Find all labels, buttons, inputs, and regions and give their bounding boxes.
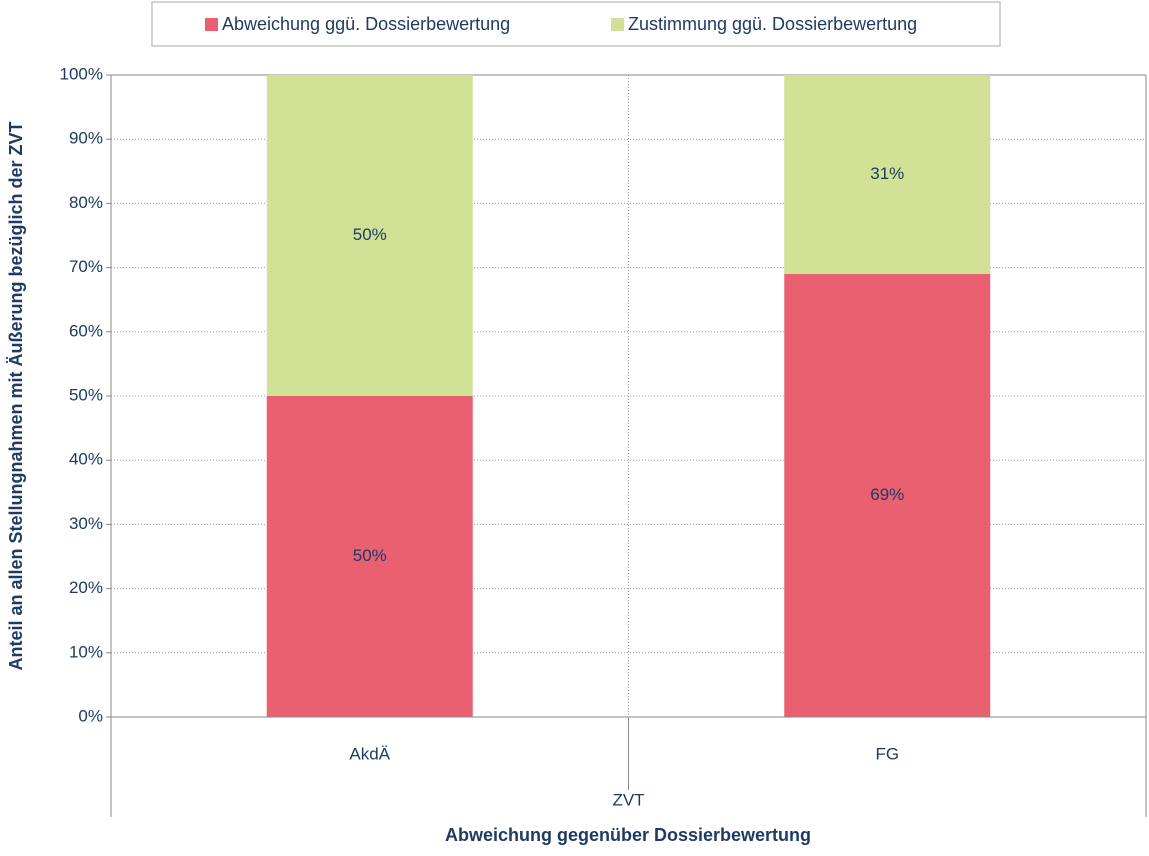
legend-label: Abweichung ggü. Dossierbewertung <box>222 14 510 34</box>
legend-swatch <box>611 18 624 31</box>
data-label: 50% <box>353 225 387 244</box>
y-tick-label: 30% <box>69 514 103 533</box>
y-tick-label: 40% <box>69 450 103 469</box>
bar <box>784 75 991 275</box>
data-label: 50% <box>353 546 387 565</box>
y-tick-label: 90% <box>69 129 103 148</box>
legend-swatch <box>205 18 218 31</box>
bar <box>266 396 473 717</box>
x-axis-title: Abweichung gegenüber Dossierbewertung <box>445 825 811 845</box>
legend-box <box>151 1 1001 47</box>
legend-label: Zustimmung ggü. Dossierbewertung <box>628 14 917 34</box>
y-tick-label: 10% <box>69 642 103 661</box>
y-tick-label: 0% <box>78 706 103 725</box>
y-tick-label: 100% <box>60 64 103 83</box>
y-tick-label: 50% <box>69 385 103 404</box>
y-tick-label: 70% <box>69 257 103 276</box>
x-tick-label: FG <box>875 744 899 763</box>
y-axis-title: Anteil an allen Stellungnahmen mit Äußer… <box>6 121 26 670</box>
data-label: 31% <box>870 164 904 183</box>
group-label: ZVT <box>612 790 644 809</box>
data-label: 69% <box>870 485 904 504</box>
y-tick-label: 80% <box>69 193 103 212</box>
y-tick-label: 60% <box>69 321 103 340</box>
y-tick-label: 20% <box>69 578 103 597</box>
bar <box>784 274 991 717</box>
bar <box>266 75 473 396</box>
x-tick-label: AkdÄ <box>349 744 390 763</box>
